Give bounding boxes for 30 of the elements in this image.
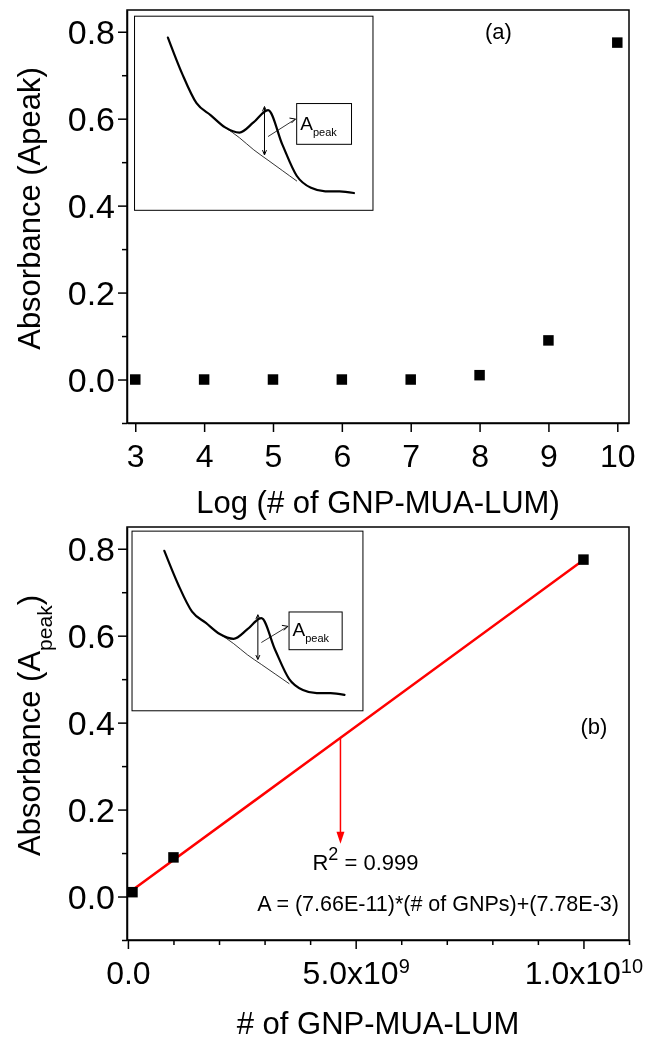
x-axis-title: Log (# of GNP-MUA-LUM) <box>196 485 560 520</box>
annotation: A = (7.66E-11)*(# of GNPs)+(7.78E-3) <box>257 892 619 917</box>
annotation: R$^{2}$ = 0.999 <box>312 843 419 875</box>
x-tick-label: 10 <box>600 438 636 474</box>
x-tick-label: 1.0x10$^{10}$ <box>524 955 644 991</box>
x-tick-label: 0.0 <box>106 955 151 991</box>
y-tick-label: 0.2 <box>67 273 115 312</box>
y-axis-title: Absorbance (Apeak) <box>12 67 47 350</box>
annotation: (a) <box>485 18 512 44</box>
y-tick-label: 0.0 <box>67 360 115 399</box>
y-tick-label: 0.6 <box>67 617 115 656</box>
y-tick-label: 0.6 <box>67 100 115 139</box>
y-tick-label: 0.8 <box>67 530 115 569</box>
y-tick-label: 0.4 <box>67 187 115 226</box>
y-tick-label: 0.2 <box>67 790 115 829</box>
y-tick-label: 0.8 <box>67 13 115 52</box>
x-tick-label: 5.0x10$^{9}$ <box>302 955 410 991</box>
y-tick-label: 0.0 <box>67 877 115 916</box>
y-tick-label: 0.4 <box>67 704 115 743</box>
annotation: A$_{peak}$ <box>292 619 330 645</box>
x-tick-label: 8 <box>471 438 489 474</box>
x-tick-label: 6 <box>333 438 352 474</box>
x-axis-title: # of GNP-MUA-LUM <box>236 1006 520 1041</box>
x-tick-label: 9 <box>540 438 558 474</box>
annotation: A$_{peak}$ <box>300 112 338 138</box>
x-tick-label: 3 <box>126 438 145 474</box>
x-tick-label: 7 <box>402 438 421 474</box>
x-tick-label: 4 <box>195 438 214 474</box>
x-tick-label: 5 <box>264 438 283 474</box>
annotation: (b) <box>580 713 608 739</box>
